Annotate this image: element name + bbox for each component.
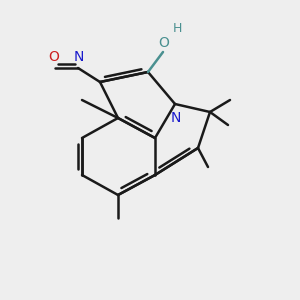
Text: O: O bbox=[49, 50, 59, 64]
Text: H: H bbox=[172, 22, 182, 35]
Text: N: N bbox=[171, 111, 181, 125]
Text: O: O bbox=[159, 36, 170, 50]
Text: N: N bbox=[74, 50, 84, 64]
